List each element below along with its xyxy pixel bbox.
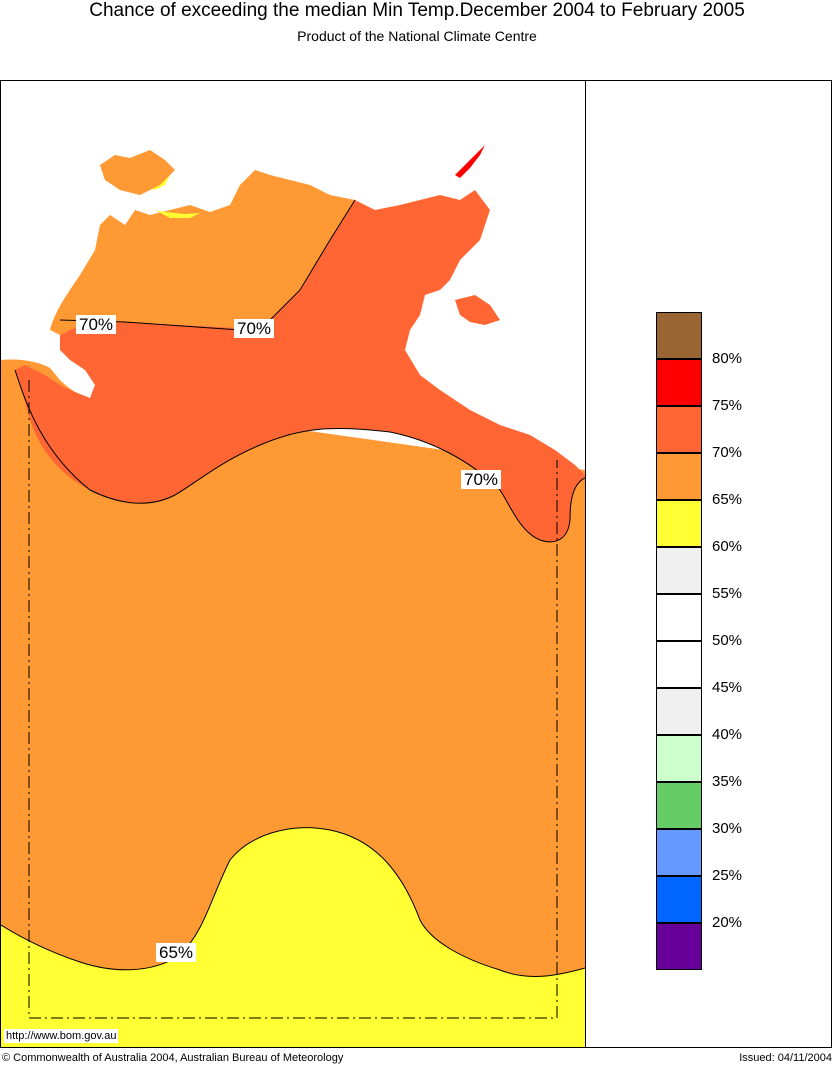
map-title: Chance of exceeding the median Min Temp.… bbox=[89, 0, 745, 21]
legend-swatch bbox=[656, 594, 702, 641]
legend-swatch bbox=[656, 829, 702, 876]
band-65-70-north bbox=[50, 170, 355, 335]
legend-label: 80% bbox=[712, 350, 743, 367]
yellow-patch-north bbox=[155, 210, 200, 218]
legend-label: 75% bbox=[712, 397, 743, 414]
legend-swatch bbox=[656, 500, 702, 547]
legend-label: 60% bbox=[712, 538, 743, 555]
legend-label: 35% bbox=[712, 773, 743, 790]
legend-label: 40% bbox=[712, 726, 743, 743]
legend-label: 70% bbox=[712, 444, 743, 461]
legend-label: 25% bbox=[712, 867, 743, 884]
legend-swatch bbox=[656, 735, 702, 782]
panel-divider bbox=[585, 80, 586, 1048]
map-subtitle: Product of the National Climate Centre bbox=[297, 28, 537, 44]
copyright-notice: © Commonwealth of Australia 2004, Austra… bbox=[2, 1052, 344, 1064]
contour-label-65: 65% bbox=[156, 943, 197, 962]
legend-swatch bbox=[656, 547, 702, 594]
source-url: http://www.bom.gov.au bbox=[4, 1029, 119, 1043]
issued-date: Issued: 04/11/2004 bbox=[739, 1052, 832, 1064]
legend-swatch bbox=[656, 688, 702, 735]
contour-label-70-east: 70% bbox=[461, 470, 502, 489]
band-65-70 bbox=[1, 359, 585, 977]
legend-swatch bbox=[656, 359, 702, 406]
northeast-island bbox=[455, 295, 500, 325]
legend-label: 55% bbox=[712, 585, 743, 602]
legend-label: 65% bbox=[712, 491, 743, 508]
legend-label: 20% bbox=[712, 914, 743, 931]
band-75-80-island bbox=[455, 145, 485, 178]
legend-label: 30% bbox=[712, 820, 743, 837]
probability-map bbox=[1, 145, 585, 1047]
band-60-65-south bbox=[1, 827, 585, 1047]
map-frame bbox=[0, 80, 832, 1048]
contour-label-70-west: 70% bbox=[76, 315, 117, 334]
legend-swatch bbox=[656, 406, 702, 453]
band-70-75 bbox=[15, 190, 585, 542]
legend-swatch bbox=[656, 782, 702, 829]
contour-label-70-central: 70% bbox=[234, 319, 275, 338]
legend-swatch bbox=[656, 876, 702, 923]
legend-swatch bbox=[656, 312, 702, 359]
legend-swatch bbox=[656, 453, 702, 500]
legend-label: 45% bbox=[712, 679, 743, 696]
legend-swatch bbox=[656, 923, 702, 970]
legend-label: 50% bbox=[712, 632, 743, 649]
northern-island bbox=[100, 150, 175, 195]
legend-swatch bbox=[656, 641, 702, 688]
